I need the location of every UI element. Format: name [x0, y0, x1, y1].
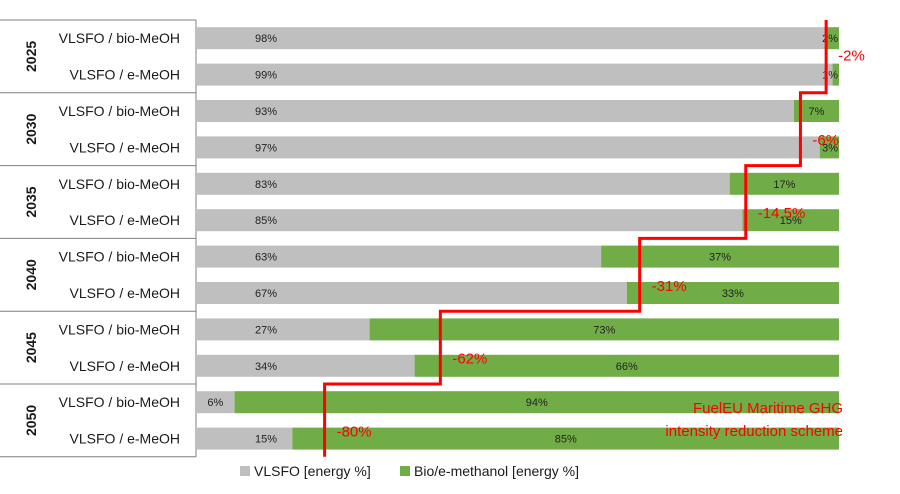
bar-methanol: [729, 172, 839, 195]
label-methanol: 94%: [526, 397, 548, 409]
label-methanol: 2%: [822, 33, 838, 45]
bar-vlsfo: [196, 100, 794, 122]
label-vlsfo: 83%: [255, 179, 277, 191]
scheme-annotation-line: FuelEU Maritime GHG: [693, 400, 843, 417]
label-methanol: 73%: [593, 324, 615, 336]
category-label: VLSFO / bio-MeOH: [59, 394, 180, 410]
label-vlsfo: 34%: [255, 361, 277, 373]
legend-swatch-vlsfo: [240, 466, 250, 476]
label-methanol: 7%: [809, 106, 825, 118]
label-methanol: 17%: [773, 179, 795, 191]
category-label: VLSFO / bio-MeOH: [59, 176, 180, 192]
label-vlsfo: 99%: [255, 70, 277, 82]
label-methanol: 33%: [722, 288, 744, 300]
bar-vlsfo: [196, 318, 370, 341]
label-vlsfo: 67%: [255, 288, 277, 300]
bar-vlsfo: [196, 282, 627, 304]
label-methanol: 1%: [822, 70, 838, 82]
label-vlsfo: 98%: [255, 33, 277, 45]
label-methanol: 85%: [555, 434, 577, 446]
bar-methanol: [742, 209, 839, 232]
label-methanol: 15%: [780, 215, 802, 227]
label-methanol: 66%: [616, 361, 638, 373]
label-vlsfo: 85%: [255, 215, 277, 227]
bar-methanol: [826, 27, 839, 50]
label-methanol: 37%: [709, 252, 731, 264]
reduction-label-2025: -2%: [838, 47, 865, 64]
label-vlsfo: 15%: [255, 434, 277, 446]
year-label-2040: 2040: [23, 259, 39, 290]
year-label-2050: 2050: [23, 405, 39, 436]
label-vlsfo: 63%: [255, 252, 277, 264]
bar-vlsfo: [196, 209, 743, 232]
reduction-label-2050: -80%: [337, 423, 372, 440]
legend-swatch-methanol: [400, 466, 410, 476]
bar-vlsfo: [196, 172, 730, 195]
label-methanol: 3%: [822, 142, 838, 154]
category-label: VLSFO / bio-MeOH: [59, 30, 180, 46]
bar-methanol: [414, 354, 839, 377]
year-label-2035: 2035: [23, 186, 39, 217]
label-vlsfo: 93%: [255, 106, 277, 118]
category-label: VLSFO / bio-MeOH: [59, 249, 180, 265]
legend-label-methanol: Bio/e-methanol [energy %]: [414, 463, 579, 479]
reduction-label-2030: -6%: [812, 132, 839, 149]
bar-methanol: [369, 318, 839, 341]
label-vlsfo: 97%: [255, 142, 277, 154]
year-label-2030: 2030: [23, 113, 39, 144]
bar-vlsfo: [196, 136, 820, 159]
label-vlsfo: 27%: [255, 324, 277, 336]
reduction-label-2045: -62%: [452, 351, 487, 368]
category-label: VLSFO / e-MeOH: [70, 212, 180, 228]
bar-methanol: [832, 63, 839, 86]
category-label: VLSFO / e-MeOH: [70, 358, 180, 374]
scheme-annotation-line: intensity reduction scheme: [665, 423, 843, 440]
category-label: VLSFO / e-MeOH: [70, 139, 180, 155]
legend-label-vlsfo: VLSFO [energy %]: [254, 463, 371, 479]
bar-vlsfo: [196, 391, 235, 414]
reduction-step-line: [323, 20, 828, 457]
bar-methanol: [626, 282, 839, 304]
category-label: VLSFO / e-MeOH: [70, 67, 180, 83]
year-label-2025: 2025: [23, 41, 39, 72]
bar-methanol: [234, 391, 839, 414]
bar-vlsfo: [196, 245, 602, 268]
bar-methanol: [292, 427, 839, 450]
year-label-2045: 2045: [23, 332, 39, 363]
category-label: VLSFO / bio-MeOH: [59, 321, 180, 337]
bar-vlsfo: [196, 354, 415, 377]
bar-methanol: [601, 245, 839, 268]
reduction-label-2035: -14.5%: [758, 205, 806, 222]
bar-vlsfo: [196, 427, 293, 450]
label-vlsfo: 6%: [207, 397, 223, 409]
category-label: VLSFO / bio-MeOH: [59, 103, 180, 119]
bar-methanol: [793, 100, 839, 122]
bar-vlsfo: [196, 27, 827, 50]
reduction-label-2040: -31%: [652, 278, 687, 295]
category-label: VLSFO / e-MeOH: [70, 431, 180, 447]
bar-methanol: [819, 136, 839, 159]
bar-vlsfo: [196, 63, 833, 86]
category-label: VLSFO / e-MeOH: [70, 285, 180, 301]
